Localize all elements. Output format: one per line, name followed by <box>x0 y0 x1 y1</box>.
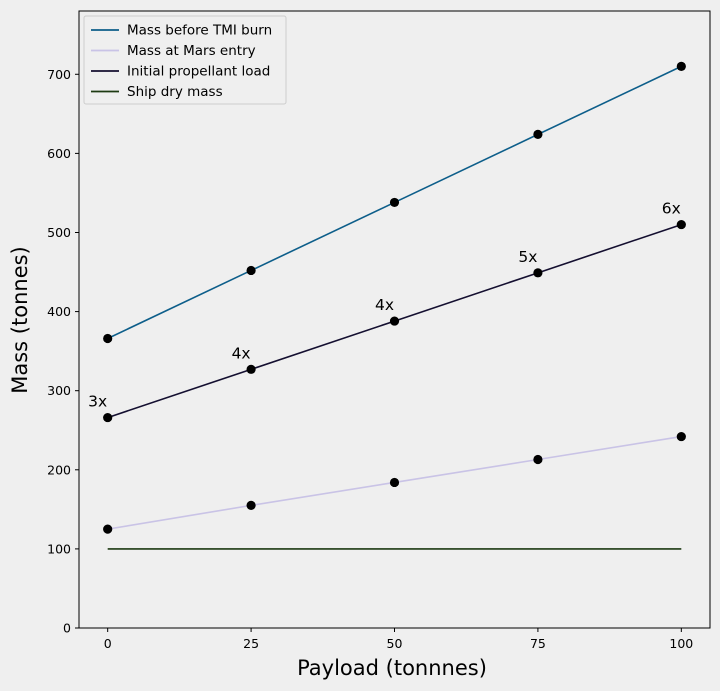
data-point <box>246 364 256 374</box>
y-tick-label: 500 <box>47 225 71 240</box>
legend-label: Initial propellant load <box>127 64 270 80</box>
multiplier-annotation: 4x <box>375 296 394 314</box>
data-point <box>533 268 543 278</box>
data-point <box>389 197 400 208</box>
x-axis-title: Payload (tonnnes) <box>297 656 487 680</box>
data-point <box>103 412 113 423</box>
data-point <box>246 500 256 510</box>
data-point <box>676 431 686 442</box>
multiplier-annotation: 5x <box>518 248 537 266</box>
legend-label: Mass before TMI burn <box>127 23 272 39</box>
y-tick-label: 200 <box>47 462 71 477</box>
y-tick-label: 100 <box>47 541 71 556</box>
y-axis-title: Mass (tonnes) <box>8 246 32 394</box>
data-point <box>103 524 113 534</box>
data-point <box>676 61 686 71</box>
x-tick-label: 100 <box>669 636 693 651</box>
data-point <box>676 219 686 230</box>
legend-label: Ship dry mass <box>127 84 223 100</box>
x-tick-label: 50 <box>387 636 403 651</box>
x-tick-label: 0 <box>104 636 112 651</box>
legend-label: Mass at Mars entry <box>127 43 256 59</box>
data-point <box>103 333 113 344</box>
multiplier-annotation: 6x <box>662 200 681 218</box>
data-point <box>389 316 400 326</box>
x-tick-label: 25 <box>243 636 259 651</box>
multiplier-annotation: 3x <box>88 393 107 411</box>
y-tick-label: 700 <box>47 67 71 82</box>
x-axis: 0 25 50 75 100 <box>104 628 693 651</box>
y-tick-label: 300 <box>47 383 71 398</box>
data-point <box>246 265 256 276</box>
y-tick-label: 400 <box>47 304 71 319</box>
multiplier-annotation: 4x <box>232 344 251 362</box>
series-layer <box>103 61 686 550</box>
legend: Mass before TMI burn Mass at Mars entry In… <box>83 15 287 105</box>
y-tick-label: 600 <box>47 146 71 161</box>
data-point <box>533 454 543 465</box>
data-point <box>533 129 543 139</box>
data-point <box>389 477 400 488</box>
annotation-layer: 3x 4x 4x 5x 6x <box>88 200 681 411</box>
legend-box <box>83 15 287 105</box>
x-tick-label: 75 <box>530 636 546 651</box>
y-tick-label: 0 <box>63 621 71 636</box>
y-axis: 0 100 200 300 400 500 600 700 <box>47 67 79 636</box>
